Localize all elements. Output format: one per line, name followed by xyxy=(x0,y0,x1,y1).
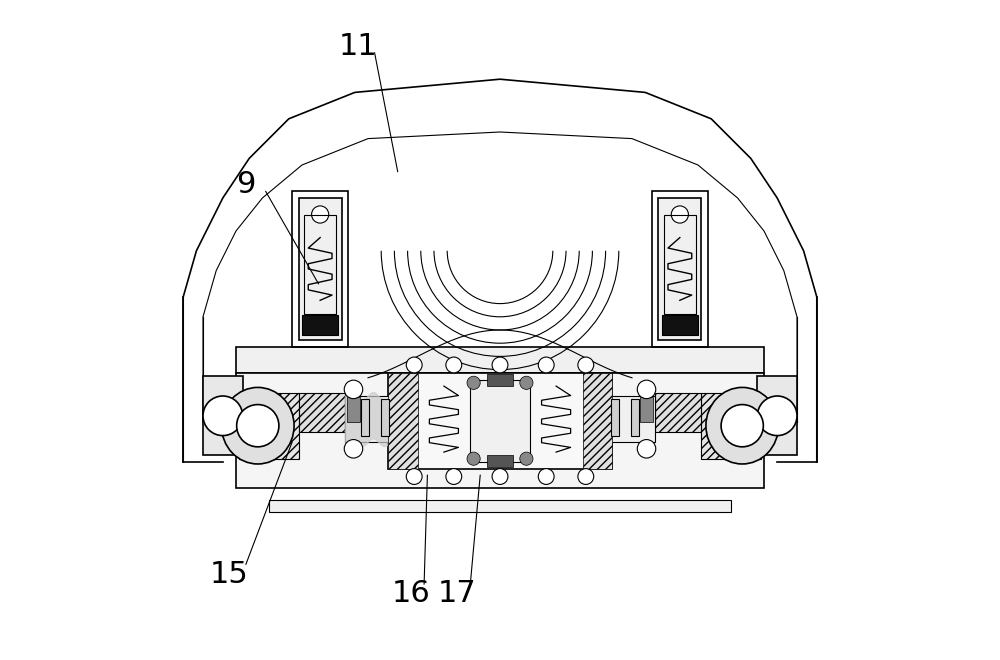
Circle shape xyxy=(312,206,329,223)
Bar xyxy=(299,393,345,432)
Circle shape xyxy=(492,469,508,484)
Bar xyxy=(662,315,698,335)
Circle shape xyxy=(492,357,508,373)
Bar xyxy=(610,396,655,442)
Bar xyxy=(655,393,701,432)
Bar xyxy=(757,376,797,455)
Bar xyxy=(631,399,639,436)
Bar xyxy=(470,379,530,462)
Circle shape xyxy=(406,469,422,484)
Circle shape xyxy=(344,380,363,399)
Circle shape xyxy=(721,405,763,447)
Bar xyxy=(658,198,701,340)
Circle shape xyxy=(467,452,480,465)
Text: 15: 15 xyxy=(210,560,249,589)
Bar xyxy=(361,399,369,436)
Circle shape xyxy=(467,376,480,389)
Bar xyxy=(611,399,619,436)
Bar xyxy=(388,373,418,469)
Ellipse shape xyxy=(221,387,294,464)
Bar xyxy=(304,214,336,314)
Bar xyxy=(345,396,390,442)
Circle shape xyxy=(344,440,363,458)
Circle shape xyxy=(637,440,656,458)
Bar xyxy=(236,373,764,488)
Bar xyxy=(664,214,696,314)
Circle shape xyxy=(446,469,462,484)
Circle shape xyxy=(578,469,594,484)
Bar xyxy=(701,393,761,459)
Circle shape xyxy=(520,376,533,389)
Bar xyxy=(239,393,299,459)
Text: 11: 11 xyxy=(339,32,377,61)
Bar xyxy=(652,191,708,346)
Bar xyxy=(203,376,243,455)
Circle shape xyxy=(237,405,279,447)
Circle shape xyxy=(203,396,243,436)
Ellipse shape xyxy=(706,387,779,464)
Circle shape xyxy=(671,206,688,223)
Circle shape xyxy=(406,357,422,373)
Bar xyxy=(582,373,612,469)
Bar xyxy=(302,315,338,335)
Text: 9: 9 xyxy=(236,170,256,199)
Circle shape xyxy=(446,357,462,373)
Bar xyxy=(299,198,342,340)
Circle shape xyxy=(538,357,554,373)
Text: 17: 17 xyxy=(438,579,476,609)
Circle shape xyxy=(757,396,797,436)
Bar xyxy=(381,399,389,436)
Circle shape xyxy=(538,469,554,484)
Bar xyxy=(487,374,513,386)
Bar xyxy=(388,373,612,469)
Circle shape xyxy=(578,357,594,373)
Text: 16: 16 xyxy=(392,579,430,609)
Circle shape xyxy=(637,380,656,399)
Bar xyxy=(292,191,348,346)
Bar xyxy=(236,346,764,373)
Bar xyxy=(347,397,360,422)
Bar xyxy=(640,397,653,422)
Circle shape xyxy=(520,452,533,465)
Bar xyxy=(269,500,731,512)
Bar xyxy=(487,455,513,467)
